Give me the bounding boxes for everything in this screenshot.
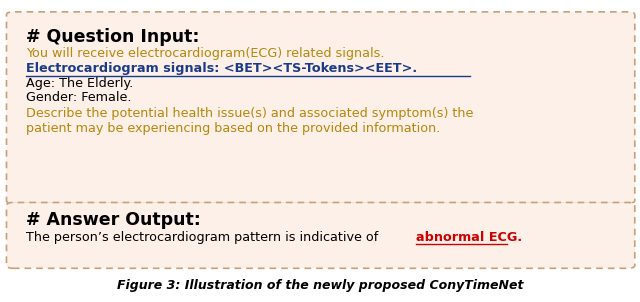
Text: Describe the potential health issue(s) and associated symptom(s) the: Describe the potential health issue(s) a… (26, 107, 473, 120)
Text: Gender: Female.: Gender: Female. (26, 91, 131, 104)
Text: Figure 3: Illustration of the newly proposed ConyTimeNet: Figure 3: Illustration of the newly prop… (116, 279, 524, 292)
Text: The person’s electrocardiogram pattern is indicative of: The person’s electrocardiogram pattern i… (26, 231, 382, 244)
Text: Age: The Elderly.: Age: The Elderly. (26, 77, 133, 90)
FancyBboxPatch shape (6, 12, 635, 203)
Text: Electrocardiogram signals: <BET><TS-Tokens><EET>.: Electrocardiogram signals: <BET><TS-Toke… (26, 62, 417, 75)
Text: # Question Input:: # Question Input: (26, 28, 199, 46)
Text: # Answer Output:: # Answer Output: (26, 211, 200, 229)
Text: abnormal ECG.: abnormal ECG. (417, 231, 522, 244)
Text: You will receive electrocardiogram(ECG) related signals.: You will receive electrocardiogram(ECG) … (26, 47, 384, 60)
FancyBboxPatch shape (6, 202, 635, 268)
Text: patient may be experiencing based on the provided information.: patient may be experiencing based on the… (26, 122, 440, 135)
